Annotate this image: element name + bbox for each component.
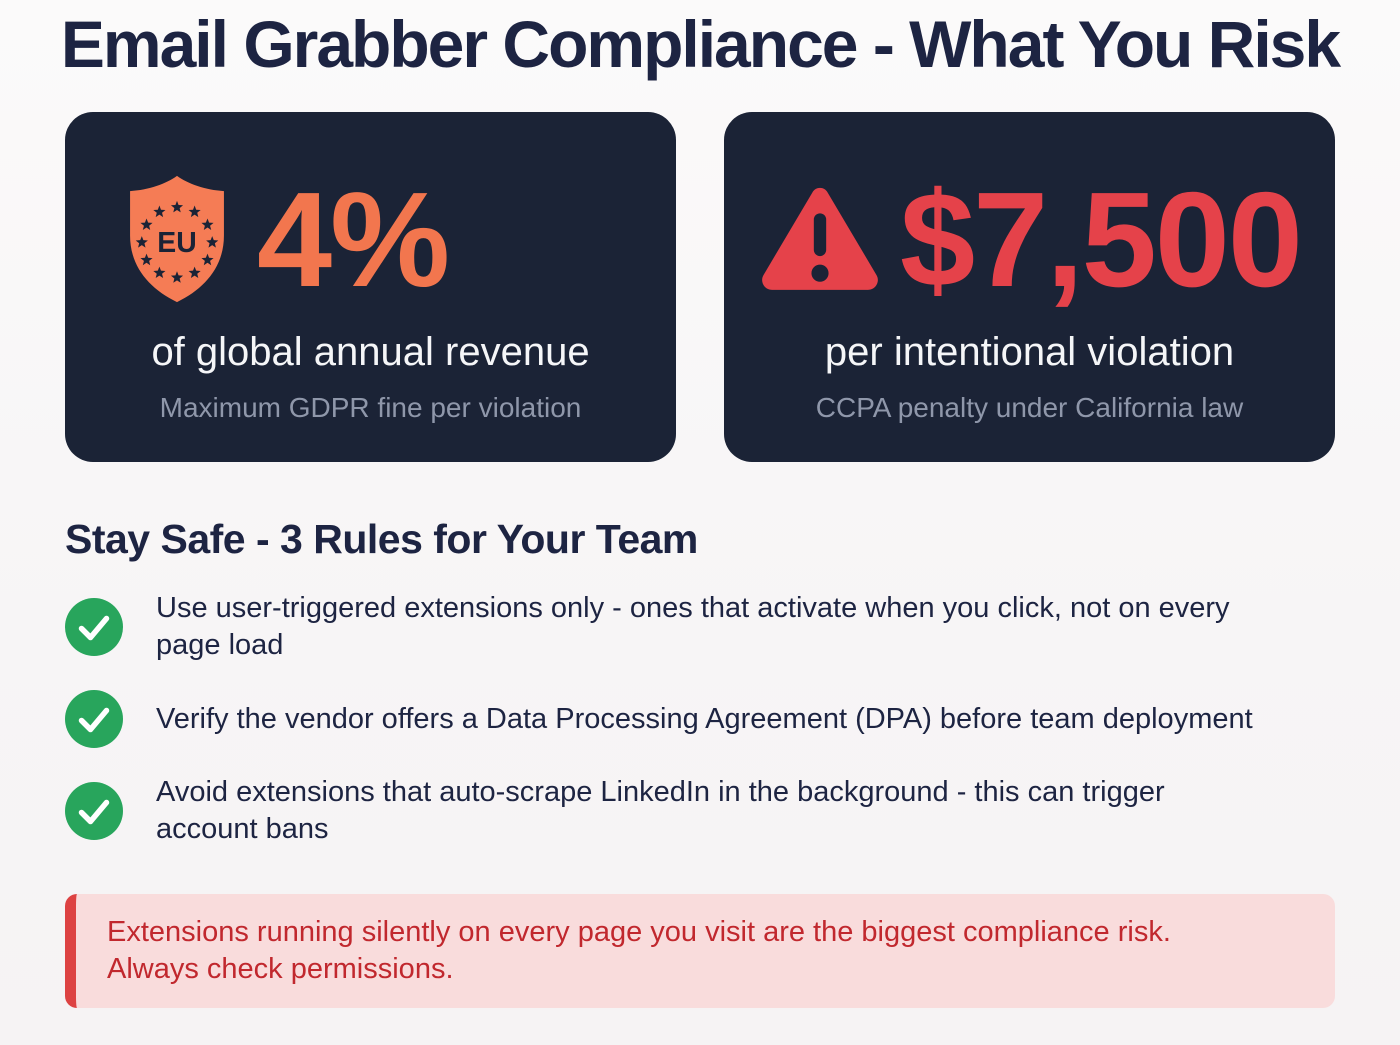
rule-item-user-triggered: Use user-triggered extensions only - one… bbox=[65, 590, 1335, 664]
risk-stat-cards: EU 4% of global annual revenue Maximum G… bbox=[65, 112, 1335, 462]
warning-triangle-icon bbox=[758, 182, 882, 296]
ccpa-stat-row: $7,500 bbox=[724, 163, 1335, 315]
gdpr-fine-label: of global annual revenue bbox=[151, 330, 590, 374]
rules-section-heading: Stay Safe - 3 Rules for Your Team bbox=[65, 516, 698, 562]
ccpa-penalty-sublabel: CCPA penalty under California law bbox=[815, 392, 1244, 423]
check-circle-icon bbox=[65, 598, 123, 656]
gdpr-risk-card: EU 4% of global annual revenue Maximum G… bbox=[65, 112, 676, 462]
ccpa-penalty-label: per intentional violation bbox=[824, 330, 1235, 374]
check-circle-icon bbox=[65, 690, 123, 748]
gdpr-fine-sublabel: Maximum GDPR fine per violation bbox=[159, 392, 582, 423]
rule-text: Use user-triggered extensions only - one… bbox=[156, 592, 1230, 661]
compliance-warning-callout: Extensions running silently on every pag… bbox=[65, 894, 1335, 1008]
check-circle-icon bbox=[65, 782, 123, 840]
gdpr-fine-value: 4% bbox=[257, 163, 450, 315]
callout-text: Extensions running silently on every pag… bbox=[107, 916, 1171, 985]
rule-item-dpa: Verify the vendor offers a Data Processi… bbox=[65, 690, 1335, 748]
eu-shield-label: EU bbox=[157, 227, 196, 259]
page-title: Email Grabber Compliance - What You Risk bbox=[60, 7, 1341, 81]
rule-text: Avoid extensions that auto-scrape Linked… bbox=[156, 776, 1165, 845]
ccpa-penalty-value: $7,500 bbox=[900, 163, 1303, 315]
rule-item-autoscrape: Avoid extensions that auto-scrape Linked… bbox=[65, 774, 1335, 848]
gdpr-stat-row: EU 4% bbox=[65, 163, 676, 315]
rules-list: Use user-triggered extensions only - one… bbox=[65, 590, 1335, 848]
ccpa-risk-card: $7,500 per intentional violation CCPA pe… bbox=[724, 112, 1335, 462]
eu-shield-icon: EU bbox=[123, 173, 231, 305]
rule-text: Verify the vendor offers a Data Processi… bbox=[156, 702, 1253, 735]
